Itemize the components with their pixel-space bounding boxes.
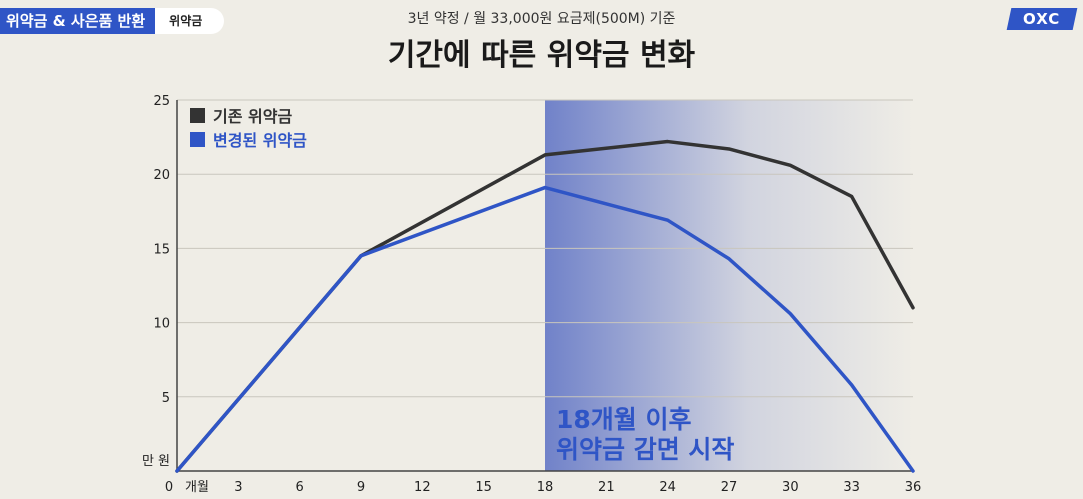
- annotation-text: 위약금 감면 시작: [556, 435, 734, 464]
- x-tick-label: 18: [537, 480, 554, 495]
- annotation-text: 18개월 이후: [556, 405, 692, 434]
- x-tick-label: 36: [905, 480, 922, 495]
- highlight-band: [545, 100, 913, 471]
- section-tag: 위약금: [155, 8, 225, 34]
- y-tick-label: 10: [153, 317, 170, 332]
- x-tick-label: 15: [475, 480, 492, 495]
- section-title: 위약금 & 사은품 반환: [0, 8, 156, 34]
- x-tick-label: 30: [782, 480, 799, 495]
- y-tick-label: 5: [162, 391, 170, 406]
- x-tick-label: 33: [843, 480, 860, 495]
- legend-label: 변경된 위약금: [213, 131, 307, 150]
- x-tick-label: 12: [414, 480, 431, 495]
- x-tick-label: 21: [598, 480, 615, 495]
- x-tick-label: 0: [165, 480, 173, 495]
- series-line-1: [175, 139, 915, 473]
- section-header: 위약금 & 사은품 반환 위약금: [0, 8, 225, 34]
- x-tick-label: 27: [721, 480, 738, 495]
- legend-swatch: [190, 132, 205, 147]
- y-tick-label: 15: [153, 242, 170, 257]
- x-tick-label: 3: [234, 480, 242, 495]
- x-tick-label: 24: [659, 480, 676, 495]
- x-tick-label: 6: [296, 480, 304, 495]
- series-line-2: [175, 185, 915, 473]
- x-tick-label: 9: [357, 480, 365, 495]
- legend-swatch: [190, 108, 205, 123]
- y-axis-label: 만 원: [142, 454, 170, 469]
- x-axis-label: 개월: [185, 480, 209, 495]
- y-tick-label: 25: [153, 94, 170, 109]
- legend-label: 기존 위약금: [213, 107, 292, 126]
- chart-title: 기간에 따른 위약금 변화: [387, 38, 696, 73]
- chart-subtitle: 3년 약정 / 월 33,000원 요금제(500M) 기준: [407, 11, 676, 27]
- y-tick-label: 20: [153, 168, 170, 183]
